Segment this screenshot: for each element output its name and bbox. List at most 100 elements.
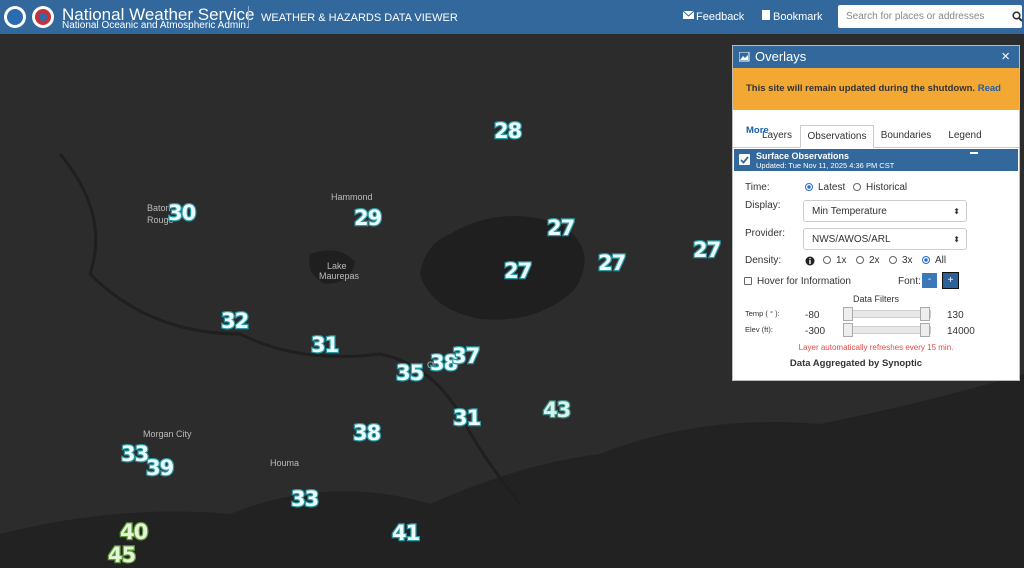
display-select[interactable]: Min Temperature ⬍: [803, 200, 967, 222]
hover-label: Hover for Information: [757, 276, 851, 287]
overlays-panel: Overlays × This site will remain updated…: [732, 45, 1020, 381]
observation-value[interactable]: 38: [429, 350, 460, 377]
temp-max: 130: [947, 310, 964, 321]
header: National Weather Service National Oceani…: [0, 0, 1024, 34]
observation-value[interactable]: 27: [503, 258, 534, 285]
bookmark-icon: [762, 10, 770, 20]
separator: [248, 6, 249, 28]
observation-value[interactable]: 39: [145, 455, 176, 482]
place-label: Baton: [147, 203, 171, 213]
observation-value[interactable]: 35: [395, 360, 426, 387]
info-icon[interactable]: [805, 256, 815, 266]
provider-select[interactable]: NWS/AWOS/ARL ⬍: [803, 228, 967, 250]
place-label: Houma: [270, 458, 299, 468]
mail-icon: [683, 11, 695, 19]
app-title: WEATHER & HAZARDS DATA VIEWER: [261, 12, 458, 24]
font-label: Font:: [898, 276, 921, 287]
elev-label: Elev (ft):: [745, 325, 773, 334]
logos: [4, 6, 54, 28]
elev-slider[interactable]: [843, 323, 931, 337]
search-icon[interactable]: [1012, 11, 1023, 22]
panel-title: Overlays: [755, 49, 807, 64]
place-label: Rouge: [147, 215, 174, 225]
observation-value[interactable]: 31: [452, 405, 483, 432]
lake-pontchartrain: [420, 216, 585, 320]
observation-value[interactable]: 37: [451, 343, 482, 370]
observation-value[interactable]: 32: [220, 308, 251, 335]
place-label: Maurepas: [319, 271, 360, 281]
place-label: Lake: [327, 261, 347, 271]
density-option[interactable]: All: [922, 255, 946, 266]
observation-value[interactable]: 27: [546, 215, 577, 242]
tab-bar: Layers Observations Boundaries Legend: [733, 125, 1019, 148]
time-option[interactable]: Historical: [853, 182, 907, 193]
density-option-text: 3x: [902, 255, 913, 266]
search-box[interactable]: Search for places or addresses: [838, 5, 1022, 28]
observation-value[interactable]: 43: [542, 397, 573, 424]
collapse-button[interactable]: [970, 152, 978, 154]
font-increase[interactable]: +: [942, 272, 959, 289]
font-decrease[interactable]: -: [922, 273, 937, 288]
density-option-text: All: [935, 255, 947, 266]
density-option[interactable]: 1x: [823, 255, 847, 266]
observation-value[interactable]: 28: [493, 118, 524, 145]
time-option-text: Historical: [866, 182, 908, 193]
panel-icon: [739, 52, 750, 62]
observation-value[interactable]: 33: [120, 441, 151, 468]
density-option-text: 2x: [869, 255, 880, 266]
temp-label: Temp ( ° ):: [745, 309, 780, 318]
observation-value[interactable]: 30: [167, 200, 198, 227]
observation-value[interactable]: 27: [692, 237, 723, 264]
observation-value[interactable]: 33: [290, 486, 321, 513]
hover-checkbox[interactable]: Hover for Information: [744, 276, 851, 287]
section-header[interactable]: Surface Observations Updated: Tue Nov 11…: [734, 149, 1018, 171]
time-option-text: Latest: [818, 182, 846, 193]
section-title: Surface Observations: [756, 151, 850, 161]
temp-slider[interactable]: [843, 307, 931, 321]
time-option[interactable]: Latest: [805, 182, 845, 193]
density-option-text: 1x: [836, 255, 847, 266]
provider-label: Provider:: [745, 228, 786, 239]
display-value: Min Temperature: [812, 206, 887, 217]
provider-value: NWS/AWOS/ARL: [812, 234, 891, 245]
refresh-note: Layer automatically refreshes every 15 m…: [798, 343, 954, 352]
section-checkbox[interactable]: [739, 154, 751, 166]
feedback-link[interactable]: Feedback: [696, 11, 745, 23]
elev-max: 14000: [947, 326, 975, 337]
time-label: Time:: [745, 182, 770, 193]
panel-title-bar: Overlays ×: [733, 46, 1019, 68]
filters-title: Data Filters: [852, 294, 899, 304]
tab[interactable]: Layers: [761, 130, 792, 141]
elev-min: -300: [805, 326, 826, 337]
place-label: Morgan City: [143, 429, 192, 439]
tab-active[interactable]: Observations: [800, 125, 874, 148]
observation-value[interactable]: 31: [310, 332, 341, 359]
observation-value[interactable]: 41: [391, 520, 422, 547]
site-title[interactable]: National Weather Service: [62, 5, 255, 24]
notice-text: This site will remain updated during the…: [746, 83, 976, 94]
density-option[interactable]: 2x: [856, 255, 880, 266]
section-updated: Updated: Tue Nov 11, 2025 4:36 PM CST: [756, 161, 895, 170]
tab[interactable]: Boundaries: [880, 130, 932, 141]
read-more-link[interactable]: Read More: [746, 83, 1001, 136]
site-subtitle: National Oceanic and Atmospheric Admin.: [62, 20, 249, 31]
gulf-water: [0, 374, 1024, 568]
bookmark-link[interactable]: Bookmark: [773, 11, 823, 23]
observation-value[interactable]: 45: [107, 542, 138, 568]
lake-maurepas: [309, 250, 355, 284]
display-label: Display:: [745, 200, 781, 211]
observation-value[interactable]: 38: [352, 420, 383, 447]
tab[interactable]: Legend: [948, 130, 982, 141]
credit: Data Aggregated by Synoptic: [789, 358, 923, 369]
density-option[interactable]: 3x: [889, 255, 913, 266]
river: [58, 153, 522, 505]
close-button[interactable]: ×: [1001, 48, 1010, 65]
place-label: Orleans: [427, 360, 459, 370]
observation-value[interactable]: 29: [353, 205, 384, 232]
observation-value[interactable]: 27: [597, 250, 628, 277]
temp-min: -80: [805, 310, 820, 321]
observation-value[interactable]: 40: [119, 519, 150, 546]
notice-banner: This site will remain updated during the…: [733, 68, 1019, 136]
density-label: Density:: [745, 255, 782, 266]
